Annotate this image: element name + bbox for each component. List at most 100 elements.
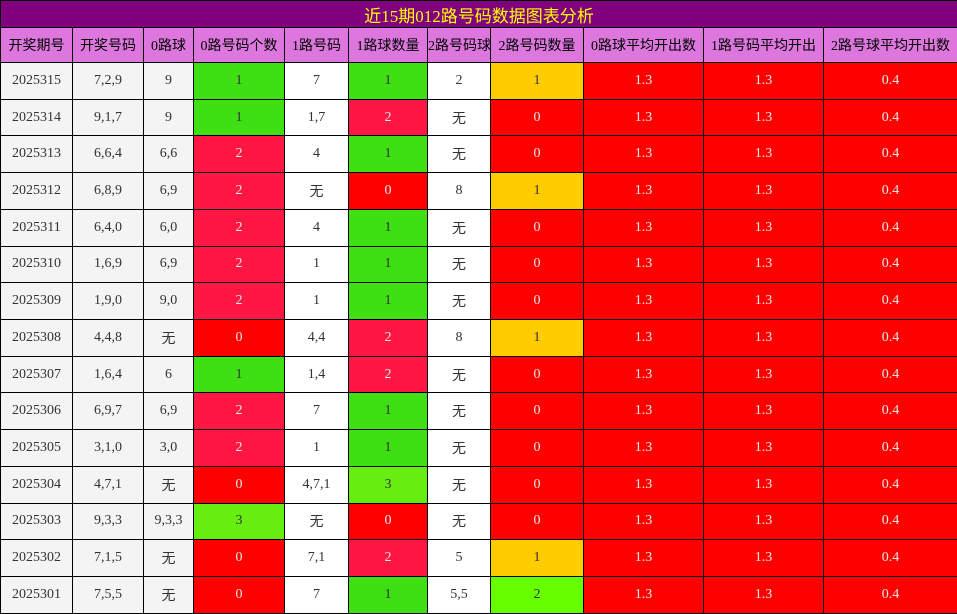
table-cell: 2025314 [0, 98, 73, 137]
table-cell: 无 [143, 539, 194, 578]
column-header: 0路球 [143, 27, 194, 63]
table-cell: 0 [490, 392, 584, 431]
table-cell: 1.3 [583, 172, 704, 210]
table-cell: 0 [490, 135, 584, 174]
table-cell: 1.3 [583, 465, 704, 504]
table-cell: 6,9 [143, 392, 194, 431]
table-cell: 7,2,9 [72, 62, 144, 100]
table-cell: 0 [490, 282, 584, 321]
table-row: 2025312 6,8,9 6,9 2 无 0 8 1 1.3 1.3 0.4 [0, 172, 957, 210]
column-header: 0路球平均开出数 [583, 27, 704, 63]
table-cell: 2025313 [0, 135, 73, 174]
table-cell: 1.3 [583, 502, 704, 541]
column-header: 2路号码数量 [490, 27, 584, 63]
table-cell: 无 [427, 429, 491, 467]
table-cell: 无 [427, 208, 491, 247]
table-cell: 4,7,1 [72, 465, 144, 504]
table-cell: 0 [490, 429, 584, 467]
table-cell: 0.4 [822, 172, 957, 210]
table-row: 2025313 6,6,4 6,6 2 4 1 无 0 1.3 1.3 0.4 [0, 135, 957, 174]
table-cell: 1,9,0 [72, 282, 144, 321]
table-cell: 1.3 [703, 355, 824, 394]
table-cell: 2 [348, 98, 428, 137]
table-cell: 2025311 [0, 208, 73, 247]
table-cell: 2 [193, 429, 285, 467]
table-cell: 1.3 [703, 502, 824, 541]
table-cell: 0.4 [822, 392, 957, 431]
table-cell: 0.4 [822, 355, 957, 394]
table-cell: 1.3 [583, 245, 704, 284]
table-cell: 1 [490, 539, 584, 578]
table-cell: 2025315 [0, 62, 73, 100]
table-cell: 0.4 [822, 429, 957, 467]
table-cell: 7,1,5 [72, 539, 144, 578]
table-cell: 1 [284, 282, 349, 321]
table-cell: 4,7,1 [284, 465, 349, 504]
table-row: 2025304 4,7,1 无 0 4,7,1 3 无 0 1.3 1.3 0.4 [0, 465, 957, 504]
table-cell: 1.3 [703, 465, 824, 504]
table-cell: 无 [143, 465, 194, 504]
table-cell: 2 [193, 208, 285, 247]
table-cell: 无 [284, 502, 349, 541]
table-cell: 9 [143, 98, 194, 137]
table-cell: 0 [193, 465, 285, 504]
table-cell: 7,5,5 [72, 576, 144, 614]
table-cell: 9 [143, 62, 194, 100]
table-cell: 无 [143, 576, 194, 614]
table-cell: 3 [348, 465, 428, 504]
table-cell: 1.3 [583, 539, 704, 578]
table-cell: 1.3 [703, 98, 824, 137]
table-row: 2025305 3,1,0 3,0 2 1 1 无 0 1.3 1.3 0.4 [0, 429, 957, 467]
column-header: 开奖号码 [72, 27, 144, 63]
column-header: 2路号码球 [427, 27, 491, 63]
table-row: 2025310 1,6,9 6,9 2 1 1 无 0 1.3 1.3 0.4 [0, 245, 957, 284]
table-cell: 1.3 [703, 539, 824, 578]
table-cell: 2025305 [0, 429, 73, 467]
table-cell: 1.3 [703, 319, 824, 357]
table-cell: 1,6,9 [72, 245, 144, 284]
table-cell: 6,9,7 [72, 392, 144, 431]
table-cell: 无 [284, 172, 349, 210]
table-cell: 1.3 [583, 392, 704, 431]
table-cell: 1 [348, 135, 428, 174]
table-cell: 0.4 [822, 576, 957, 614]
column-header: 1路号码 [284, 27, 349, 63]
table-row: 2025301 7,5,5 无 0 7 1 5,5 2 1.3 1.3 0.4 [0, 576, 957, 614]
table-row: 2025309 1,9,0 9,0 2 1 1 无 0 1.3 1.3 0.4 [0, 282, 957, 321]
table-cell: 9,0 [143, 282, 194, 321]
table-row: 2025311 6,4,0 6,0 2 4 1 无 0 1.3 1.3 0.4 [0, 208, 957, 247]
table-cell: 6,0 [143, 208, 194, 247]
table-row: 2025307 1,6,4 6 1 1,4 2 无 0 1.3 1.3 0.4 [0, 355, 957, 394]
table-cell: 无 [427, 245, 491, 284]
table-cell: 7 [284, 392, 349, 431]
table-cell: 6,6,4 [72, 135, 144, 174]
table-row: 2025303 9,3,3 9,3,3 3 无 0 无 0 1.3 1.3 0.4 [0, 502, 957, 541]
table-cell: 0 [490, 355, 584, 394]
table-cell: 7 [284, 62, 349, 100]
table-cell: 9,3,3 [72, 502, 144, 541]
table-cell: 1 [490, 172, 584, 210]
table-cell: 1 [490, 62, 584, 100]
table-cell: 0 [193, 539, 285, 578]
table-cell: 1.3 [583, 355, 704, 394]
table-cell: 6 [143, 355, 194, 394]
header-row: 开奖期号 开奖号码 0路球 0路号码个数 1路号码 1路球数量 2路号码球 2路号码数量 0路球… [0, 27, 957, 63]
table-cell: 2 [427, 62, 491, 100]
table-cell: 1.3 [583, 208, 704, 247]
table-cell: 0.4 [822, 208, 957, 247]
table-row: 2025314 9,1,7 9 1 1,7 2 无 0 1.3 1.3 0.4 [0, 98, 957, 137]
table-cell: 6,8,9 [72, 172, 144, 210]
table-cell: 3,1,0 [72, 429, 144, 467]
table-cell: 0.4 [822, 319, 957, 357]
table-cell: 1 [348, 282, 428, 321]
table-cell: 2025304 [0, 465, 73, 504]
table-cell: 0.4 [822, 539, 957, 578]
table-cell: 7,1 [284, 539, 349, 578]
table-row: 2025306 6,9,7 6,9 2 7 1 无 0 1.3 1.3 0.4 [0, 392, 957, 431]
table-title: 近15期012路号码数据图表分析 [0, 0, 957, 28]
table-cell: 2 [348, 319, 428, 357]
table-cell: 2 [193, 172, 285, 210]
table-cell: 5,5 [427, 576, 491, 614]
table-cell: 6,9 [143, 245, 194, 284]
